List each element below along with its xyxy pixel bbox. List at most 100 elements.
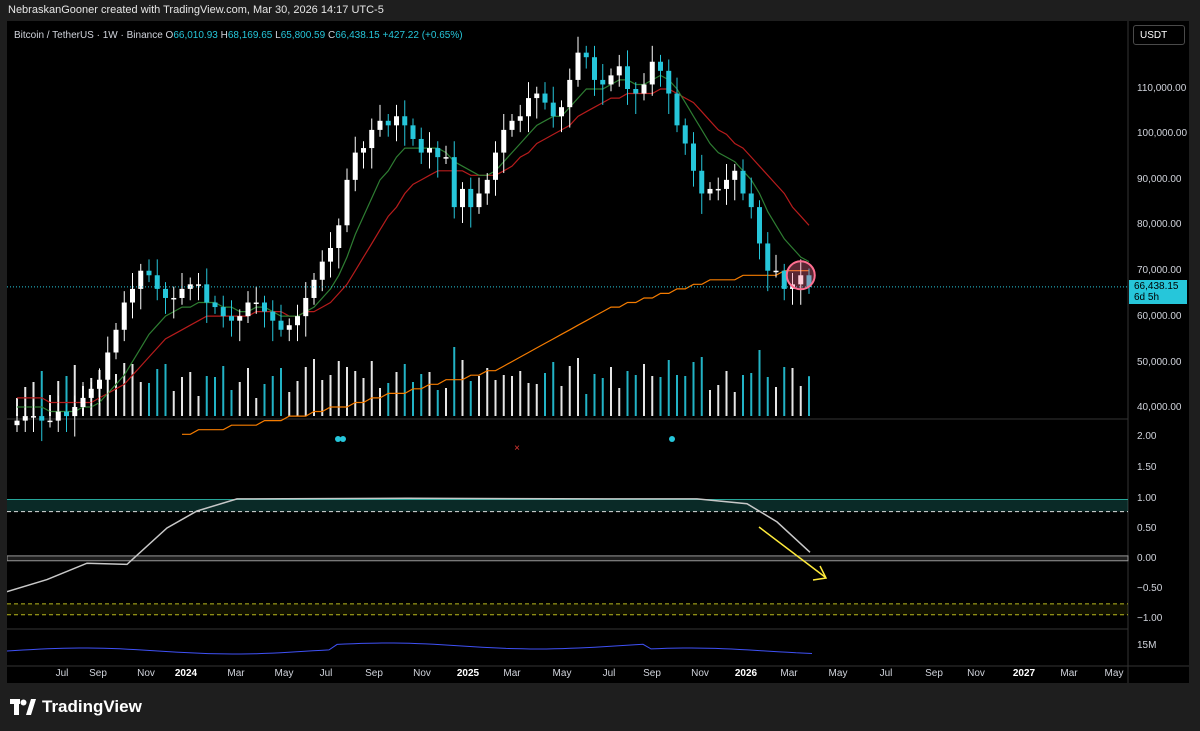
candle-body bbox=[55, 411, 61, 421]
volume-bar bbox=[742, 375, 744, 416]
candle-body bbox=[105, 352, 111, 380]
volume-bar bbox=[362, 378, 365, 416]
volume-bar bbox=[263, 384, 266, 416]
price-tick-label: 70,000.00 bbox=[1137, 265, 1182, 276]
low-label: L bbox=[275, 30, 281, 41]
long-moving-average-line bbox=[182, 270, 809, 435]
candle-body bbox=[658, 61, 663, 71]
candle-body bbox=[385, 120, 391, 126]
candle-body bbox=[633, 89, 639, 94]
volume-bar bbox=[585, 394, 588, 416]
volume-bar bbox=[717, 385, 720, 416]
volume-bar bbox=[370, 361, 373, 416]
volume-bar bbox=[164, 364, 167, 416]
candle-body bbox=[707, 188, 713, 194]
oscillator-tick-label: −0.50 bbox=[1137, 583, 1163, 594]
time-tick-label: Mar bbox=[1060, 668, 1078, 679]
volume-bar bbox=[420, 374, 423, 416]
open-value: 66,010.93 bbox=[173, 30, 218, 41]
candle-body bbox=[608, 75, 614, 85]
last-price-value: 66,438.15 bbox=[1134, 281, 1179, 292]
candle-body bbox=[163, 288, 168, 298]
volume-bar bbox=[24, 387, 27, 416]
candle-body bbox=[204, 284, 210, 303]
currency-button[interactable]: USDT bbox=[1133, 25, 1185, 45]
candle-body bbox=[64, 411, 69, 417]
volume-bar bbox=[296, 381, 299, 416]
volume-bar bbox=[453, 347, 456, 416]
volume-bar bbox=[321, 380, 324, 416]
volume-bar bbox=[123, 363, 126, 416]
candle-body bbox=[534, 93, 540, 99]
signal-dot bbox=[340, 436, 346, 442]
volume-bar bbox=[230, 390, 233, 416]
open-label: O bbox=[165, 30, 174, 41]
volume-bar bbox=[337, 361, 340, 416]
price-tick-label: 100,000.00 bbox=[1137, 128, 1188, 139]
volume-bar bbox=[172, 391, 175, 416]
candle-body bbox=[179, 288, 185, 298]
bar-countdown: 6d 5h bbox=[1134, 292, 1160, 303]
volume-oscillator-line bbox=[7, 642, 813, 655]
time-tick-label: Jul bbox=[55, 668, 69, 679]
symbol-label[interactable]: Bitcoin / TetherUS · 1W · Binance bbox=[14, 30, 163, 41]
volume-bar bbox=[791, 368, 794, 416]
time-tick-label: 2024 bbox=[174, 668, 198, 679]
close-value: 66,438.15 bbox=[335, 30, 380, 41]
oscillator-tick-label: 0.00 bbox=[1137, 553, 1157, 564]
time-tick-label: 2027 bbox=[1012, 668, 1036, 679]
candle-body bbox=[130, 288, 135, 303]
candle-body bbox=[592, 57, 597, 80]
time-tick-label: Mar bbox=[503, 668, 521, 679]
tradingview-logo: TradingView bbox=[10, 697, 142, 717]
chart-svg[interactable]: × bbox=[7, 21, 1189, 683]
volume-bar bbox=[750, 373, 753, 416]
brand-name: TradingView bbox=[42, 697, 142, 716]
annotation-arrowhead bbox=[812, 565, 828, 581]
price-tick-label: 60,000.00 bbox=[1137, 311, 1182, 322]
volume-bar bbox=[618, 388, 621, 416]
candle-body bbox=[443, 157, 449, 159]
volume-bar bbox=[783, 367, 786, 416]
volume-bar bbox=[593, 374, 596, 416]
candle-body bbox=[97, 379, 102, 389]
chart-area[interactable]: × bbox=[7, 21, 1189, 683]
candle-body bbox=[229, 316, 234, 321]
candle-body bbox=[559, 107, 564, 117]
candle-body bbox=[154, 275, 160, 289]
volume-bar bbox=[288, 392, 291, 416]
candle-body bbox=[460, 188, 465, 208]
volume-bar bbox=[412, 382, 414, 416]
candle-body bbox=[493, 152, 498, 180]
candle-body bbox=[740, 170, 746, 194]
candle-body bbox=[336, 225, 342, 248]
candle-body bbox=[517, 116, 523, 121]
candle-body bbox=[410, 125, 416, 139]
highlight-circle bbox=[785, 260, 816, 291]
time-tick-label: Nov bbox=[137, 668, 155, 679]
candle-body bbox=[47, 420, 53, 423]
candle-body bbox=[567, 79, 573, 108]
candle-body bbox=[171, 297, 177, 300]
candle-body bbox=[435, 148, 441, 158]
volume-bar bbox=[387, 383, 390, 416]
volume-bar bbox=[799, 386, 802, 416]
candle-body bbox=[295, 316, 300, 326]
oscillator-tick-label: 0.50 bbox=[1137, 523, 1157, 534]
volume-axis-label: 15M bbox=[1137, 640, 1157, 651]
candle-body bbox=[616, 66, 622, 76]
candle-body bbox=[394, 116, 399, 126]
candle-body bbox=[427, 148, 432, 153]
time-tick-label: Jul bbox=[602, 668, 616, 679]
candle-body bbox=[600, 79, 606, 85]
volume-bar bbox=[205, 376, 208, 416]
candle-body bbox=[303, 297, 309, 317]
candle-body bbox=[732, 170, 738, 180]
volume-bar bbox=[49, 395, 51, 416]
volume-bar bbox=[659, 377, 662, 416]
candle-body bbox=[526, 98, 531, 117]
candle-body bbox=[245, 302, 251, 317]
candle-body bbox=[237, 316, 243, 321]
annotation-arrow bbox=[758, 526, 826, 578]
volume-bar bbox=[329, 375, 332, 416]
